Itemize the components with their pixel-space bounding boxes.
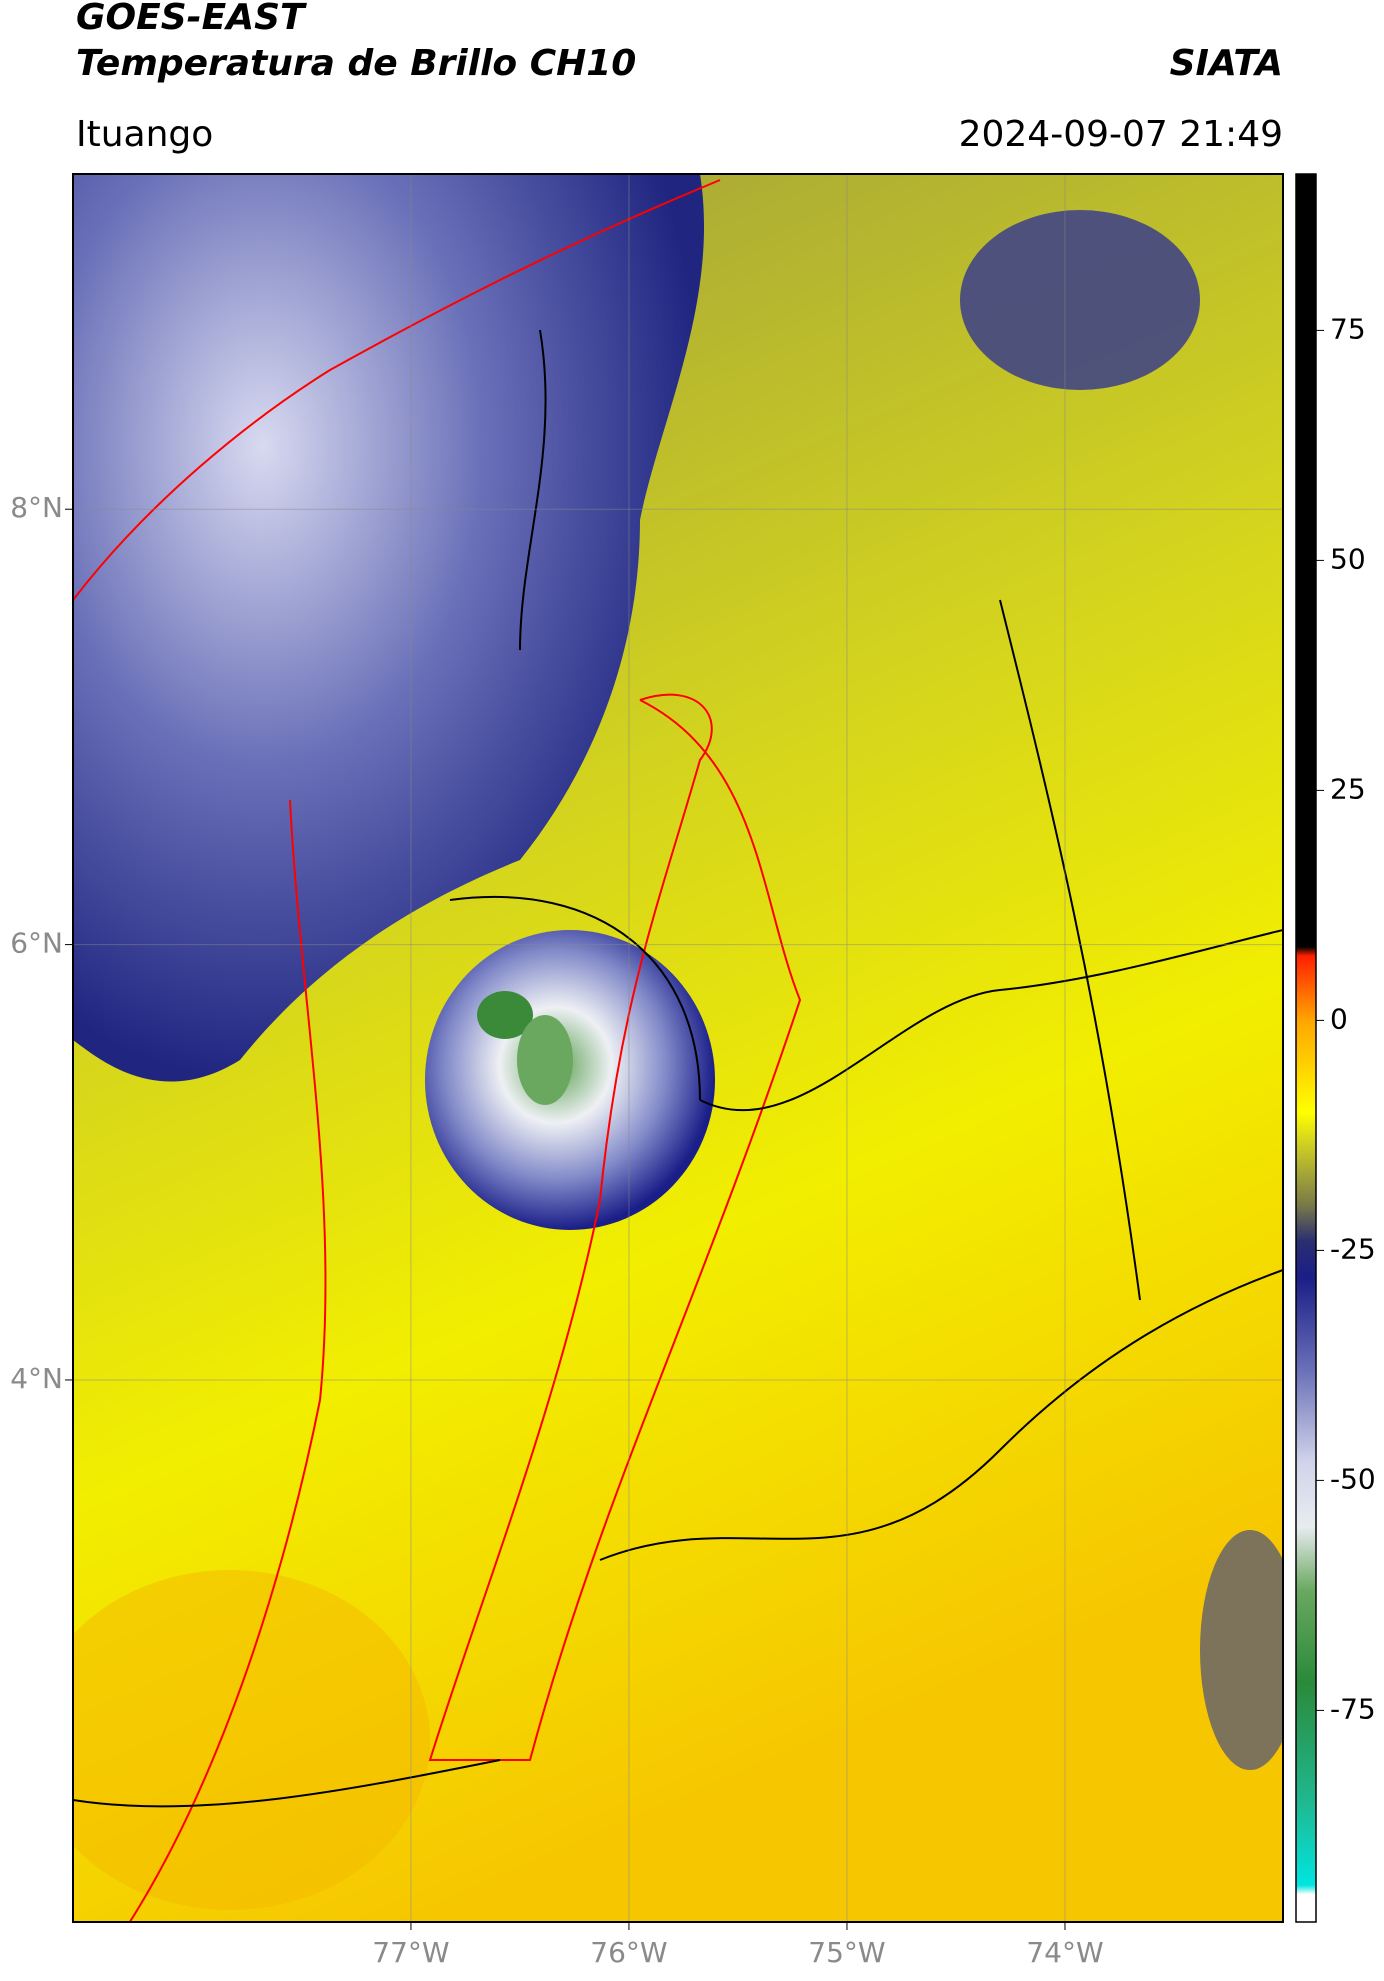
brand: SIATA: [1170, 43, 1283, 84]
colorbar-tick-label: -50: [1330, 1462, 1376, 1495]
colorbar-tick-label: -75: [1330, 1692, 1376, 1725]
title: GOES-EAST: [76, 0, 307, 38]
colorbar-tick-label: 25: [1330, 772, 1366, 805]
lon-tick-label: 74°W: [1026, 1936, 1103, 1969]
datetime: 2024-09-07 21:49: [959, 114, 1283, 155]
colorbar-tick-label: 75: [1330, 312, 1366, 345]
lon-tick-label: 77°W: [372, 1936, 449, 1969]
colorbar-tick-label: 50: [1330, 542, 1366, 575]
colorbar: [1295, 173, 1317, 1923]
map-frame: [72, 173, 1284, 1923]
subtitle: Temperatura de Brillo CH10: [76, 43, 636, 84]
colorbar-tick-label: -25: [1330, 1232, 1376, 1265]
satellite-image: [73, 174, 1283, 1922]
lat-tick-label: 4°N: [10, 1362, 63, 1395]
lon-tick-label: 75°W: [808, 1936, 885, 1969]
lat-tick-label: 8°N: [10, 491, 63, 524]
location: Ituango: [76, 114, 213, 155]
lat-tick-label: 6°N: [10, 927, 63, 960]
lon-tick-label: 76°W: [590, 1936, 667, 1969]
colorbar-tick-label: 0: [1330, 1002, 1348, 1035]
